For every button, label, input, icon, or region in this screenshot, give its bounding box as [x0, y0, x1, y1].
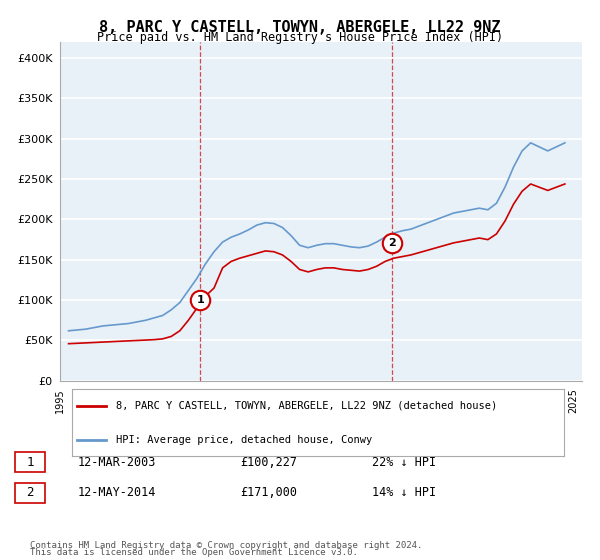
- Text: 8, PARC Y CASTELL, TOWYN, ABERGELE, LL22 9NZ (detached house): 8, PARC Y CASTELL, TOWYN, ABERGELE, LL22…: [116, 401, 497, 411]
- Text: This data is licensed under the Open Government Licence v3.0.: This data is licensed under the Open Gov…: [30, 548, 358, 557]
- Text: Contains HM Land Registry data © Crown copyright and database right 2024.: Contains HM Land Registry data © Crown c…: [30, 541, 422, 550]
- Text: 8, PARC Y CASTELL, TOWYN, ABERGELE, LL22 9NZ: 8, PARC Y CASTELL, TOWYN, ABERGELE, LL22…: [99, 20, 501, 35]
- Text: 2: 2: [26, 486, 34, 500]
- Text: 12-MAY-2014: 12-MAY-2014: [78, 486, 157, 500]
- Text: £171,000: £171,000: [240, 486, 297, 500]
- Text: 1: 1: [196, 295, 204, 305]
- Text: 1: 1: [26, 455, 34, 469]
- Text: £100,227: £100,227: [240, 455, 297, 469]
- Text: 2: 2: [388, 238, 395, 248]
- Text: 22% ↓ HPI: 22% ↓ HPI: [372, 455, 436, 469]
- Text: Price paid vs. HM Land Registry's House Price Index (HPI): Price paid vs. HM Land Registry's House …: [97, 31, 503, 44]
- Text: 12-MAR-2003: 12-MAR-2003: [78, 455, 157, 469]
- Text: 14% ↓ HPI: 14% ↓ HPI: [372, 486, 436, 500]
- Text: HPI: Average price, detached house, Conwy: HPI: Average price, detached house, Conw…: [116, 435, 373, 445]
